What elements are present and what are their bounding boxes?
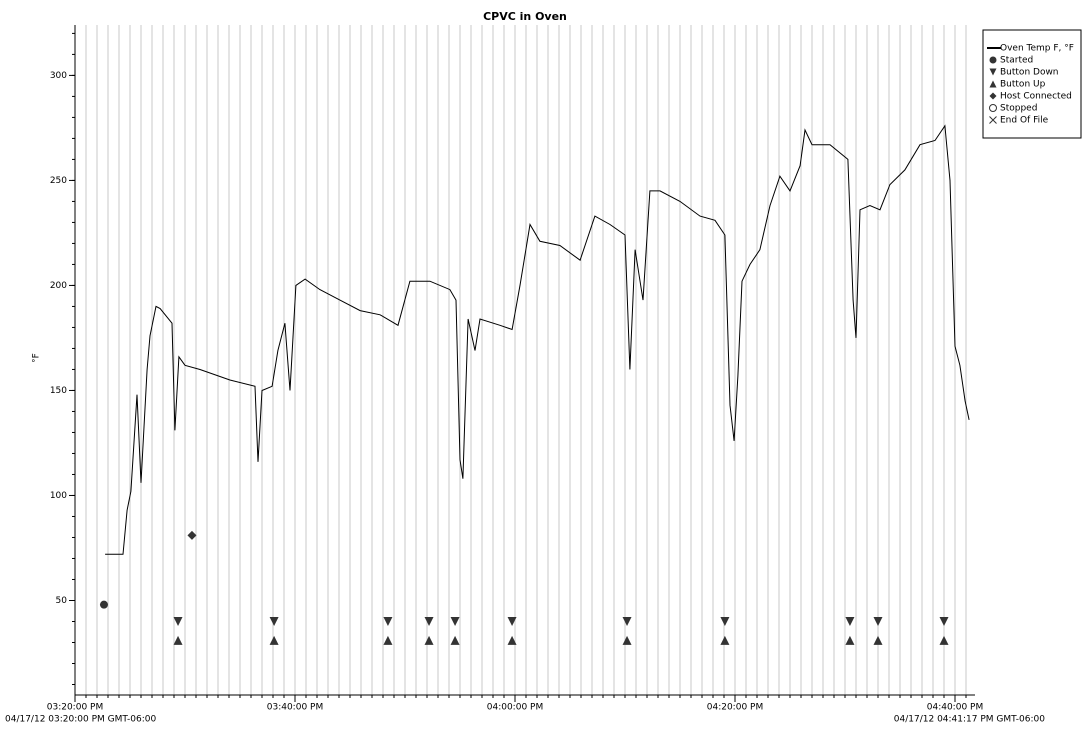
y-tick-label: 100 [50, 491, 67, 501]
marker [720, 635, 730, 645]
marker [939, 616, 949, 626]
marker [450, 635, 460, 645]
marker [873, 635, 883, 645]
grid [69, 25, 975, 702]
marker [269, 616, 279, 626]
marker [845, 616, 855, 626]
y-tick-label: 250 [50, 176, 67, 186]
marker [383, 635, 393, 645]
marker [383, 616, 393, 626]
legend-label: Button Down [1000, 68, 1059, 78]
plot [99, 124, 970, 645]
x-tick-label: 03:20:00 PM [47, 703, 103, 713]
marker [939, 635, 949, 645]
y-tick-label: 50 [56, 596, 68, 606]
y-axis-label: °F [32, 353, 42, 363]
temperature-line [105, 124, 970, 555]
marker [989, 80, 997, 88]
marker [269, 635, 279, 645]
footer-end: 04/17/12 04:41:17 PM GMT-06:00 [894, 715, 1045, 725]
chart-title: CPVC in Oven [483, 10, 567, 23]
marker [507, 635, 517, 645]
marker [989, 92, 997, 100]
marker [989, 56, 997, 64]
legend-label: Host Connected [1000, 92, 1072, 102]
marker [720, 616, 730, 626]
marker [99, 600, 108, 609]
y-tick-label: 200 [50, 281, 67, 291]
x-tick-label: 04:20:00 PM [707, 703, 763, 713]
marker [873, 616, 883, 626]
marker [989, 68, 997, 76]
legend-label: Button Up [1000, 80, 1046, 90]
y-tick-label: 300 [50, 71, 67, 81]
y-tick-label: 150 [50, 386, 67, 396]
marker [424, 616, 434, 626]
marker [622, 616, 632, 626]
marker [173, 635, 183, 645]
legend-label: Oven Temp F, °F [1000, 44, 1074, 54]
marker [989, 104, 997, 112]
footer-start: 04/17/12 03:20:00 PM GMT-06:00 [5, 715, 156, 725]
marker [173, 616, 183, 626]
marker [507, 616, 517, 626]
x-tick-label: 04:40:00 PM [927, 703, 983, 713]
marker [989, 116, 997, 124]
x-tick-label: 03:40:00 PM [267, 703, 323, 713]
marker [424, 635, 434, 645]
legend-label: Started [1000, 56, 1033, 66]
x-tick-label: 04:00:00 PM [487, 703, 543, 713]
legend-label: Stopped [1000, 104, 1037, 114]
marker [187, 530, 197, 540]
marker [845, 635, 855, 645]
marker [450, 616, 460, 626]
legend-label: End Of File [1000, 116, 1049, 126]
marker [622, 635, 632, 645]
